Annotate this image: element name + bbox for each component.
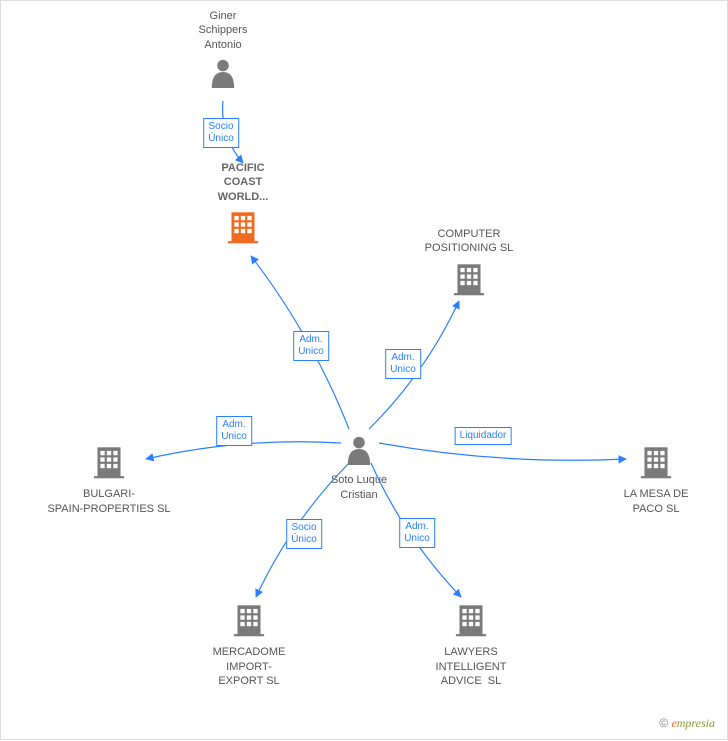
node-label: LAWYERS INTELLIGENT ADVICE SL — [401, 645, 541, 688]
person-node[interactable]: Soto Luque Cristian — [289, 433, 429, 502]
company-node[interactable]: LA MESA DE PACO SL — [586, 443, 726, 516]
building-icon — [231, 601, 267, 641]
edge-label: Adm. Unico — [293, 331, 329, 361]
building-icon — [451, 260, 487, 300]
company-node[interactable]: COMPUTER POSITIONING SL — [399, 227, 539, 300]
edge-label: Liquidador — [455, 427, 512, 445]
node-label: MERCADOME IMPORT- EXPORT SL — [179, 645, 319, 688]
node-label: PACIFIC COAST WORLD... — [173, 161, 313, 204]
company-node[interactable]: MERCADOME IMPORT- EXPORT SL — [179, 601, 319, 688]
person-node[interactable]: Giner Schippers Antonio — [153, 9, 293, 92]
company-node[interactable]: BULGARI- SPAIN-PROPERTIES SL — [39, 443, 179, 516]
person-icon — [343, 433, 375, 469]
brand-rest: mpresia — [677, 716, 715, 730]
edge-label: Adm. Unico — [385, 349, 421, 379]
node-label: Soto Luque Cristian — [289, 473, 429, 502]
building-icon — [453, 601, 489, 641]
edge-label: Adm. Unico — [216, 416, 252, 446]
edge-label: Adm. Unico — [399, 518, 435, 548]
edge-label: Socio Único — [203, 118, 239, 148]
copyright-symbol: © — [659, 716, 668, 730]
node-label: BULGARI- SPAIN-PROPERTIES SL — [39, 487, 179, 516]
building-icon — [638, 443, 674, 483]
building-icon — [225, 208, 261, 248]
watermark: © empresia — [659, 716, 715, 731]
building-icon — [91, 443, 127, 483]
node-label: Giner Schippers Antonio — [153, 9, 293, 52]
company-node[interactable]: PACIFIC COAST WORLD... — [173, 161, 313, 248]
person-icon — [207, 56, 239, 92]
node-label: LA MESA DE PACO SL — [586, 487, 726, 516]
edge-label: Socio Único — [286, 519, 322, 549]
company-node[interactable]: LAWYERS INTELLIGENT ADVICE SL — [401, 601, 541, 688]
node-label: COMPUTER POSITIONING SL — [399, 227, 539, 256]
